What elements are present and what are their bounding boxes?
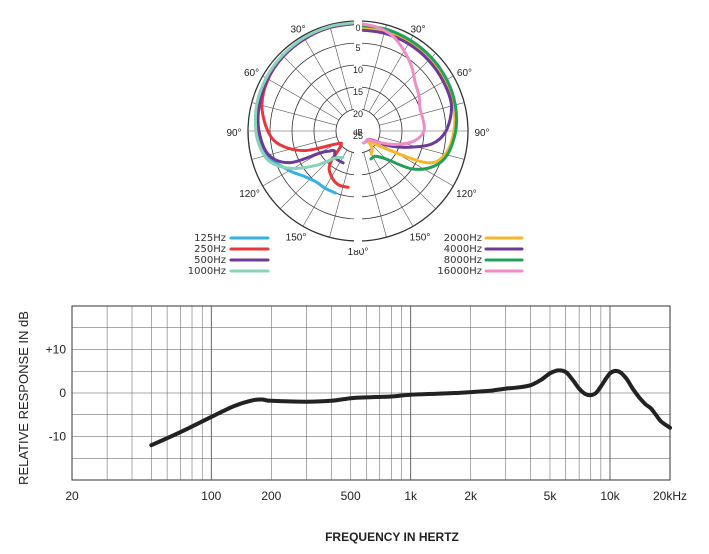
polar-spoke: [262, 141, 340, 187]
polar-angle-label: 180°: [348, 247, 369, 258]
polar-radial-label: 5: [355, 43, 360, 53]
polar-angle-label: 60°: [244, 68, 259, 79]
polar-radial-label: 10: [353, 65, 363, 75]
polar-radial-labels: 5 10 15 20 25 0 dB: [353, 23, 363, 141]
response-series-group: [149, 368, 672, 448]
y-axis-label: RELATIVE RESPONSE IN dB: [16, 311, 31, 485]
polar-series-16000hz: [356, 21, 427, 147]
polar-center-gap: [354, 12, 362, 250]
polar-spoke: [363, 152, 387, 238]
legend-label: 4000Hz: [444, 244, 482, 255]
legend-label: 1000Hz: [188, 266, 226, 277]
polar-radial-label: 25: [353, 131, 363, 141]
polar-radial-label: 0: [355, 23, 360, 33]
polar-radial-label: 15: [353, 87, 363, 97]
polar-spoke: [376, 75, 454, 121]
polar-angle-label: 30°: [290, 25, 305, 36]
polar-pattern-chart: 030°60°90°120°150°180°30°60°90°120°150° …: [226, 12, 490, 258]
x-tick-label: 20: [65, 489, 79, 503]
legend-label: 500Hz: [194, 255, 226, 266]
x-axis-label: FREQUENCY IN HERTZ: [325, 530, 459, 544]
polar-radial-label: 20: [353, 109, 363, 119]
polar-angle-label: 90°: [474, 128, 489, 139]
x-tick-label: 200: [261, 489, 281, 503]
polar-spoke: [280, 53, 343, 116]
legend-label: 2000Hz: [444, 233, 482, 244]
polar-spoke: [329, 24, 353, 110]
polar-angle-label: 150°: [410, 232, 431, 243]
response-grid: [71, 305, 671, 481]
polar-series-4000hz: [356, 28, 454, 149]
x-tick-label: 500: [341, 489, 361, 503]
y-tick-label: 0: [59, 386, 66, 400]
polar-angle-label: 120°: [456, 189, 477, 200]
polar-legend: 125Hz250Hz500Hz1000Hz2000Hz4000Hz8000Hz1…: [188, 233, 524, 277]
polar-spoke: [379, 136, 465, 160]
x-tick-label: 1k: [404, 489, 418, 503]
response-tick-labels: 20 100 200 500 1k 2k 5k 10k 20kHz +10 0 -10: [46, 343, 687, 504]
legend-label: 8000Hz: [444, 255, 482, 266]
polar-angle-label: 30°: [410, 25, 425, 36]
x-tick-label: 5k: [544, 489, 558, 503]
polar-spoke: [302, 35, 348, 113]
x-tick-label: 2k: [464, 489, 478, 503]
polar-angle-label: 60°: [457, 68, 472, 79]
polar-angle-label: 120°: [239, 189, 260, 200]
polar-spoke: [363, 24, 387, 110]
polar-spoke: [368, 149, 414, 227]
legend-label: 125Hz: [194, 233, 226, 244]
polar-spoke: [329, 152, 353, 238]
polar-spoke: [368, 35, 414, 113]
y-tick-label: -10: [49, 430, 67, 444]
legend-label: 16000Hz: [437, 266, 482, 277]
polar-spoke: [262, 75, 340, 121]
response-curve: [149, 368, 672, 448]
polar-series-1000hz: [253, 20, 360, 170]
polar-spoke: [373, 53, 436, 116]
frequency-response-chart: 20 100 200 500 1k 2k 5k 10k 20kHz +10 0 -10 RELATIV…: [16, 305, 687, 544]
legend-label: 250Hz: [194, 244, 226, 255]
polar-spoke: [251, 102, 337, 126]
y-tick-label: +10: [46, 343, 67, 357]
x-tick-label: 100: [201, 489, 221, 503]
x-tick-label: 20kHz: [653, 489, 687, 503]
polar-series-group: [253, 20, 459, 195]
polar-radial-unit: dB: [353, 128, 363, 137]
polar-spoke: [280, 146, 343, 209]
x-tick-label: 10k: [600, 489, 620, 503]
polar-angle-label: 150°: [286, 232, 307, 243]
polar-angle-label: 90°: [226, 128, 241, 139]
polar-series-8000hz: [356, 23, 459, 171]
